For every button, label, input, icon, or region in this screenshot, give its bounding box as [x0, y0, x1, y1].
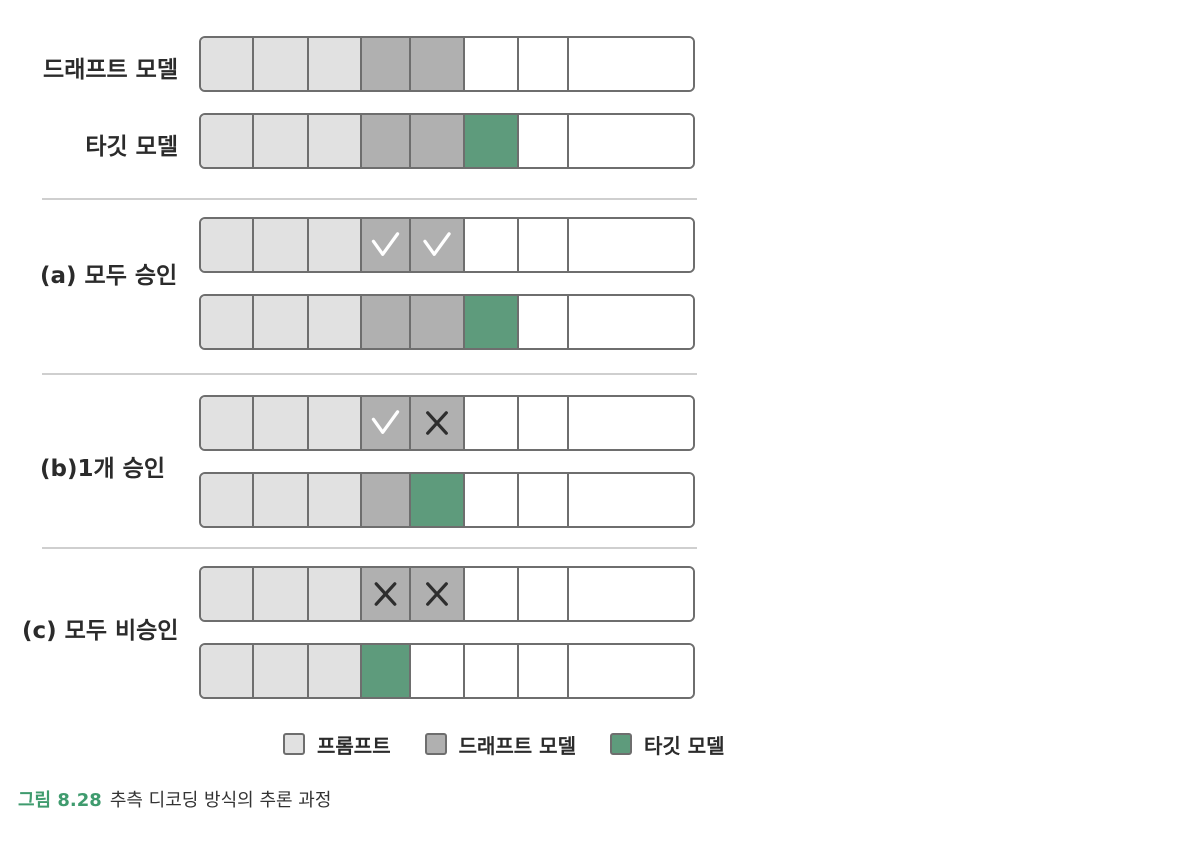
token-cell-draft [362, 397, 411, 449]
legend-label-target: 타깃 모델 [643, 733, 725, 758]
token-cell-prompt [254, 219, 309, 271]
token-cell-empty [519, 115, 569, 167]
token-cell-prompt [254, 645, 309, 697]
draft-model-label: 드래프트 모델 [43, 57, 178, 83]
top-draft-row [199, 36, 695, 92]
token-cell-draft [362, 38, 411, 90]
token-cell-prompt [254, 397, 309, 449]
token-cell-prompt [254, 38, 309, 90]
token-cell-target [362, 645, 411, 697]
token-cell-empty [465, 568, 519, 620]
legend-item-prompt: 프롬프트 [283, 730, 391, 759]
token-cell-empty [569, 115, 693, 167]
token-cell-prompt [309, 397, 362, 449]
b-draft-row [199, 395, 695, 451]
token-cell-prompt [201, 38, 254, 90]
token-cell-target [465, 115, 519, 167]
token-cell-target [411, 474, 465, 526]
token-cell-empty [569, 219, 693, 271]
case-c-label: (c) 모두 비승인 [22, 618, 179, 644]
token-cell-target [465, 296, 519, 348]
check-icon [423, 232, 451, 256]
token-cell-prompt [309, 474, 362, 526]
case-b-label: (b)1개 승인 [40, 456, 165, 482]
token-cell-draft [411, 219, 465, 271]
token-cell-empty [519, 397, 569, 449]
token-cell-draft [362, 115, 411, 167]
token-cell-prompt [254, 296, 309, 348]
divider-2 [42, 373, 697, 375]
token-cell-draft [411, 115, 465, 167]
token-cell-empty [569, 397, 693, 449]
legend-label-prompt: 프롬프트 [317, 733, 391, 758]
token-cell-empty [465, 474, 519, 526]
figure-caption-text: 추측 디코딩 방식의 추론 과정 [109, 790, 332, 811]
legend-swatch-draft [424, 733, 447, 755]
token-cell-prompt [201, 397, 254, 449]
token-cell-prompt [201, 115, 254, 167]
a-target-row [199, 294, 695, 350]
token-cell-draft [362, 296, 411, 348]
divider-3 [42, 547, 697, 549]
token-cell-empty [519, 296, 569, 348]
token-cell-prompt [309, 645, 362, 697]
cross-icon [374, 582, 397, 606]
divider-1 [42, 198, 697, 200]
token-cell-prompt [201, 474, 254, 526]
b-target-row [199, 472, 695, 528]
case-a-label: (a) 모두 승인 [40, 263, 178, 289]
token-cell-draft [362, 474, 411, 526]
token-cell-prompt [309, 568, 362, 620]
token-cell-empty [569, 645, 693, 697]
token-cell-draft [362, 219, 411, 271]
token-cell-empty [519, 38, 569, 90]
target-model-label: 타깃 모델 [85, 134, 178, 160]
token-cell-empty [465, 38, 519, 90]
token-cell-prompt [309, 38, 362, 90]
token-cell-prompt [309, 115, 362, 167]
legend-swatch-target [609, 733, 632, 755]
legend-item-draft: 드래프트 모델 [424, 730, 576, 759]
figure-number: 그림 8.28 [18, 790, 102, 811]
token-cell-prompt [201, 219, 254, 271]
legend-swatch-prompt [283, 733, 305, 755]
cross-icon [426, 582, 448, 606]
token-cell-prompt [201, 645, 254, 697]
cross-icon [426, 411, 448, 435]
token-cell-draft [411, 38, 465, 90]
token-cell-empty [569, 474, 693, 526]
c-target-row [199, 643, 695, 699]
token-cell-draft [411, 568, 465, 620]
check-icon [371, 410, 400, 434]
legend-item-target: 타깃 모델 [609, 730, 725, 759]
token-cell-prompt [309, 219, 362, 271]
token-cell-prompt [254, 115, 309, 167]
token-cell-empty [519, 219, 569, 271]
token-cell-empty [465, 219, 519, 271]
token-cell-empty [465, 645, 519, 697]
token-cell-prompt [201, 296, 254, 348]
c-draft-row [199, 566, 695, 622]
token-cell-empty [465, 397, 519, 449]
token-cell-draft [411, 296, 465, 348]
token-cell-prompt [309, 296, 362, 348]
figure-caption: 그림 8.28 추측 디코딩 방식의 추론 과정 [18, 786, 331, 812]
token-cell-draft [362, 568, 411, 620]
token-cell-empty [569, 568, 693, 620]
legend: 프롬프트 드래프트 모델 타깃 모델 [283, 730, 759, 758]
token-cell-prompt [254, 568, 309, 620]
token-cell-prompt [201, 568, 254, 620]
token-cell-draft [411, 397, 465, 449]
token-cell-empty [569, 38, 693, 90]
legend-label-draft: 드래프트 모델 [458, 733, 576, 758]
token-cell-prompt [254, 474, 309, 526]
token-cell-empty [569, 296, 693, 348]
token-cell-empty [519, 645, 569, 697]
token-cell-empty [519, 474, 569, 526]
a-draft-row [199, 217, 695, 273]
top-target-row [199, 113, 695, 169]
check-icon [371, 232, 400, 256]
token-cell-empty [519, 568, 569, 620]
token-cell-empty [411, 645, 465, 697]
